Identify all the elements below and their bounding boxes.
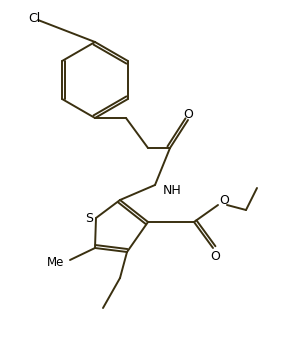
Text: Cl: Cl xyxy=(28,12,40,25)
Text: Me: Me xyxy=(47,256,64,268)
Text: NH: NH xyxy=(163,183,182,197)
Text: S: S xyxy=(85,212,93,224)
Text: O: O xyxy=(219,195,229,207)
Text: O: O xyxy=(210,250,220,262)
Text: O: O xyxy=(183,107,193,120)
